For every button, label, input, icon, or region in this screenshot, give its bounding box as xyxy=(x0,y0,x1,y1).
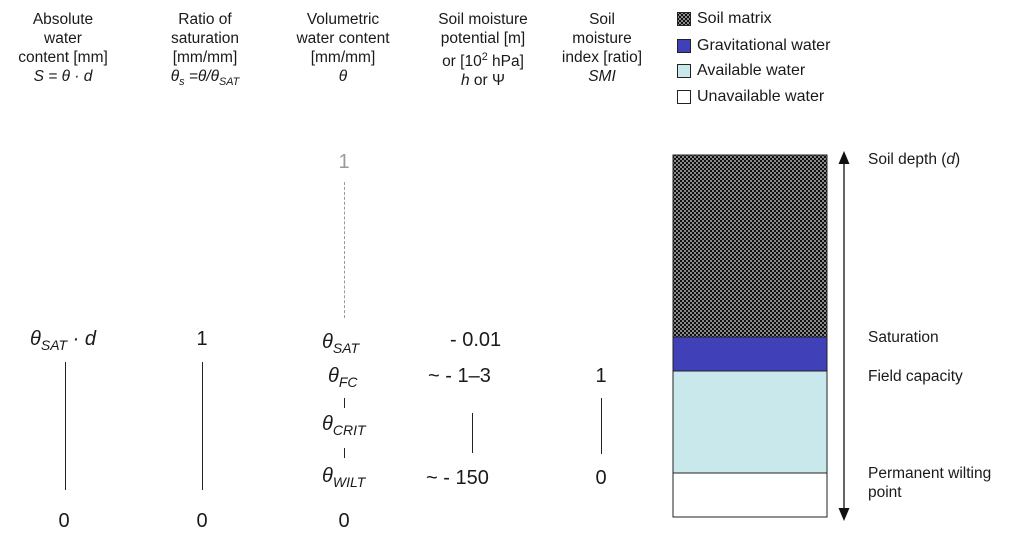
available-water-swatch xyxy=(677,64,691,78)
header-volumetric-water: Volumetric water content [mm/mm] θ xyxy=(278,10,408,86)
wilting-line-2: point xyxy=(868,484,902,501)
theta-wilt: θWILT xyxy=(322,465,366,490)
header-soil-moisture-index: Soil moisture index [ratio] SMI xyxy=(550,10,654,86)
legend-unavailable-water: Unavailable water xyxy=(677,88,824,106)
header-line: water content xyxy=(296,30,390,47)
header-symbol: SMI xyxy=(588,68,616,85)
header-line: Absolute xyxy=(32,11,94,28)
potential-saturation: - 0.01 xyxy=(450,329,502,351)
soil-profile-column xyxy=(672,154,828,518)
unavailable-water-swatch xyxy=(677,90,691,104)
column2-one: 1 xyxy=(196,328,208,350)
column5-line xyxy=(601,398,602,454)
theta-sat: θSAT xyxy=(322,331,360,356)
gravitational-water-layer xyxy=(673,337,827,371)
header-line: [mm/mm] xyxy=(310,49,376,66)
column2-zero: 0 xyxy=(196,510,208,532)
theta-fc: θFC xyxy=(328,365,358,390)
header-line: Soil xyxy=(589,11,615,28)
header-line: Volumetric xyxy=(306,11,380,28)
smi-one: 1 xyxy=(595,365,607,387)
soil-matrix-layer xyxy=(673,155,827,337)
available-water-layer xyxy=(673,371,827,473)
potential-field-capacity: ~ - 1–3 xyxy=(428,365,491,387)
column3-tick-upper xyxy=(344,398,345,408)
header-line: content [mm] xyxy=(18,49,108,66)
column1-zero: 0 xyxy=(58,510,70,532)
gravitational-water-swatch xyxy=(677,39,691,53)
legend-available-water: Available water xyxy=(677,62,805,80)
legend-label: Available water xyxy=(697,62,806,79)
theta-crit: θCRIT xyxy=(322,413,366,438)
header-symbol: h or Ψ xyxy=(461,72,505,90)
header-line: water xyxy=(44,30,82,47)
wilting-line-1: Permanent wilting xyxy=(868,465,992,482)
legend-soil-matrix: Soil matrix xyxy=(677,10,772,28)
smi-zero: 0 xyxy=(595,467,607,489)
header-symbol: S = θ · d xyxy=(33,68,93,85)
header-absolute-water: Absolute water content [mm] S = θ · d xyxy=(8,10,118,86)
header-line: index [ratio] xyxy=(561,49,643,66)
header-ratio-saturation: Ratio of saturation [mm/mm] θs =θ/θSAT xyxy=(150,10,260,92)
header-symbol: θ xyxy=(338,68,348,85)
header-line: or [102 hPa] xyxy=(442,51,524,71)
saturation-label: Saturation xyxy=(868,329,939,346)
column3-tick-lower xyxy=(344,448,345,458)
header-line: saturation xyxy=(170,30,240,47)
header-line: Soil moisture xyxy=(438,11,528,28)
soil-matrix-swatch xyxy=(677,12,691,26)
header-line: moisture xyxy=(572,30,632,47)
header-line: Ratio of xyxy=(178,11,232,28)
header-symbol: θs =θ/θSAT xyxy=(170,68,240,89)
column3-zero: 0 xyxy=(338,510,350,532)
permanent-wilting-label: Permanent wilting point xyxy=(868,464,991,502)
column3-dashed-line xyxy=(344,182,345,318)
column4-line xyxy=(472,413,473,453)
legend-label: Soil matrix xyxy=(697,10,772,27)
soil-depth-label: Soil depth (d) xyxy=(868,151,961,168)
legend-label: Unavailable water xyxy=(697,88,825,105)
field-capacity-label: Field capacity xyxy=(868,368,963,385)
column3-one: 1 xyxy=(338,151,350,173)
header-soil-moisture-potential: Soil moisture potential [m] or [102 hPa]… xyxy=(418,10,548,90)
legend-gravitational-water: Gravitational water xyxy=(677,37,830,55)
header-line: [mm/mm] xyxy=(172,49,238,66)
column2-line xyxy=(202,362,203,490)
unavailable-water-layer xyxy=(673,473,827,517)
soil-depth-arrow-icon xyxy=(838,151,850,521)
header-line: potential [m] xyxy=(440,30,526,47)
column1-line xyxy=(65,362,66,490)
potential-wilting: ~ - 150 xyxy=(426,467,489,489)
theta-sat-times-d: θSAT · d xyxy=(30,328,96,353)
legend-label: Gravitational water xyxy=(697,37,831,54)
